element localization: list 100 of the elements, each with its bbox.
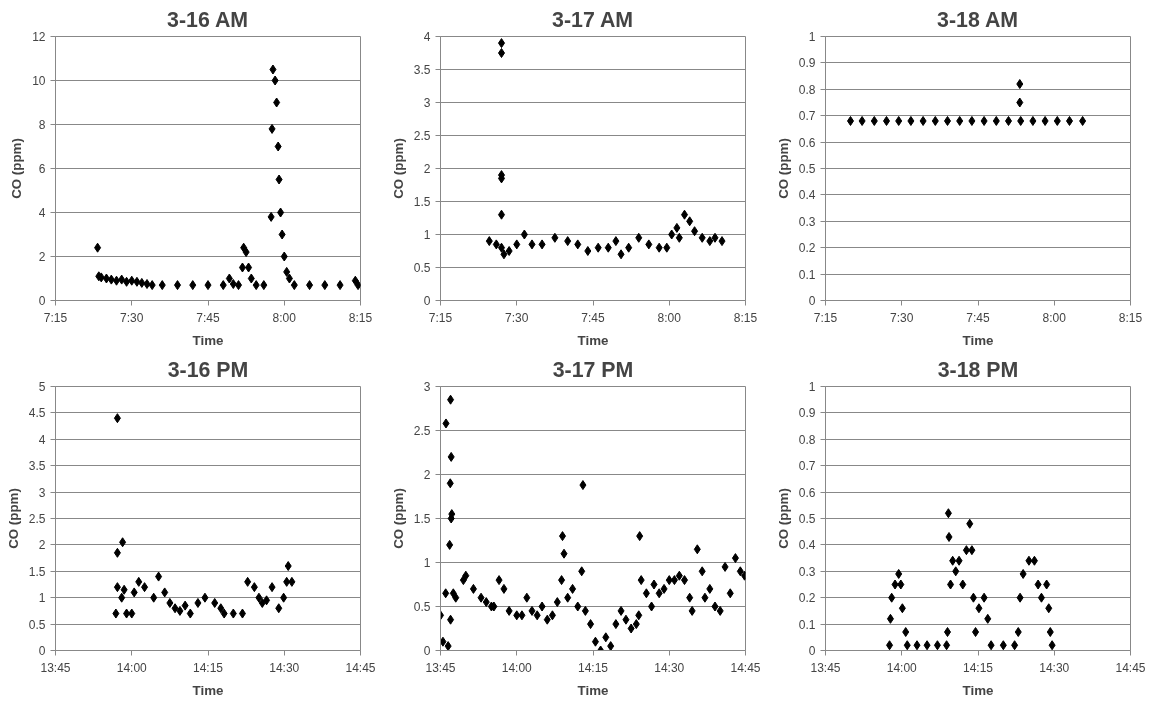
y-tick-label: 2.5 bbox=[28, 512, 46, 526]
y-tick-label: 0.4 bbox=[798, 188, 816, 203]
x-tick-label: 14:15 bbox=[192, 660, 224, 675]
y-axis-title: CO (ppm) bbox=[5, 488, 21, 549]
y-tick-label: 0 bbox=[423, 644, 431, 658]
y-tick-label: 1 bbox=[808, 30, 816, 44]
y-axis-title: CO (ppm) bbox=[9, 138, 25, 199]
y-tick-label: 4 bbox=[38, 206, 46, 220]
y-tick-label: 6 bbox=[38, 162, 46, 176]
y-tick-label: 0.3 bbox=[798, 564, 816, 579]
y-tick-label: 0.2 bbox=[798, 591, 816, 606]
y-tick-label: 3 bbox=[423, 380, 431, 394]
x-tick-label: 7:30 bbox=[505, 310, 529, 325]
x-tick-label: 7:30 bbox=[120, 310, 144, 325]
x-tick-label: 8:15 bbox=[733, 310, 758, 325]
x-axis-title: Time bbox=[192, 332, 224, 348]
y-tick-label: 1.5 bbox=[413, 512, 431, 526]
y-tick-label: 4 bbox=[423, 30, 431, 44]
y-tick-label: 0.6 bbox=[798, 485, 816, 500]
y-tick-label: 1 bbox=[423, 228, 431, 242]
x-tick-label: 14:15 bbox=[962, 660, 994, 675]
y-tick-label: 0.6 bbox=[798, 135, 816, 150]
y-axis-title: CO (ppm) bbox=[390, 488, 406, 549]
x-tick-label: 13:45 bbox=[40, 660, 71, 675]
y-tick-label: 0 bbox=[808, 644, 816, 658]
y-tick-label: 0.1 bbox=[798, 267, 816, 282]
x-tick-label: 14:45 bbox=[345, 660, 376, 675]
y-tick-label: 12 bbox=[32, 30, 46, 44]
y-tick-label: 2.5 bbox=[413, 129, 431, 143]
y-tick-label: 2 bbox=[423, 162, 431, 176]
y-tick-label: 0.5 bbox=[413, 600, 431, 614]
chart-title: 3-17 AM bbox=[552, 7, 634, 32]
y-tick-label: 0.9 bbox=[798, 406, 816, 421]
chart-title: 3-16 AM bbox=[167, 7, 249, 32]
y-tick-label: 0.5 bbox=[413, 261, 431, 275]
x-tick-label: 7:15 bbox=[813, 310, 838, 325]
x-tick-label: 7:15 bbox=[428, 310, 453, 325]
y-tick-label: 0.5 bbox=[798, 512, 816, 526]
y-axis-title: CO (ppm) bbox=[775, 488, 791, 549]
x-axis-title: Time bbox=[577, 682, 609, 698]
x-tick-label: 8:15 bbox=[1118, 310, 1143, 325]
y-tick-label: 0.7 bbox=[798, 109, 816, 124]
x-tick-label: 14:30 bbox=[654, 660, 685, 675]
x-tick-label: 14:30 bbox=[1039, 660, 1070, 675]
chart-title: 3-17 PM bbox=[552, 357, 634, 382]
x-axis-title: Time bbox=[962, 332, 994, 348]
y-tick-label: 1.5 bbox=[413, 195, 431, 209]
y-tick-label: 2 bbox=[38, 538, 46, 553]
y-tick-label: 0 bbox=[808, 294, 816, 308]
y-tick-label: 0 bbox=[38, 644, 46, 658]
y-tick-label: 4 bbox=[38, 432, 46, 447]
x-tick-label: 7:45 bbox=[581, 310, 605, 325]
y-axis-title: CO (ppm) bbox=[775, 138, 791, 199]
y-tick-label: 10 bbox=[32, 74, 46, 88]
y-tick-label: 0.8 bbox=[798, 432, 816, 447]
x-tick-label: 8:00 bbox=[1042, 310, 1067, 325]
y-tick-label: 2 bbox=[38, 250, 46, 264]
x-tick-label: 14:00 bbox=[886, 660, 918, 675]
x-tick-label: 14:00 bbox=[116, 660, 148, 675]
x-tick-label: 7:45 bbox=[196, 310, 220, 325]
y-tick-label: 1 bbox=[423, 556, 431, 570]
y-tick-label: 0.9 bbox=[798, 56, 816, 71]
chart-title: 3-18 AM bbox=[937, 7, 1019, 32]
x-tick-label: 14:30 bbox=[269, 660, 300, 675]
y-tick-label: 0.8 bbox=[798, 82, 816, 97]
x-tick-label: 8:00 bbox=[657, 310, 682, 325]
x-tick-label: 14:00 bbox=[501, 660, 533, 675]
y-tick-label: 1 bbox=[808, 380, 816, 394]
y-tick-label: 0 bbox=[38, 294, 46, 308]
y-tick-label: 3.5 bbox=[28, 459, 46, 474]
y-tick-label: 1.5 bbox=[28, 564, 46, 579]
y-tick-label: 3.5 bbox=[413, 63, 431, 77]
x-tick-label: 7:30 bbox=[890, 310, 914, 325]
y-tick-label: 4.5 bbox=[28, 406, 46, 421]
y-tick-label: 2 bbox=[423, 468, 431, 482]
y-tick-label: 3 bbox=[38, 485, 46, 500]
x-tick-label: 7:45 bbox=[966, 310, 990, 325]
x-axis-title: Time bbox=[962, 682, 994, 698]
y-tick-label: 0.5 bbox=[798, 162, 816, 176]
x-tick-label: 14:45 bbox=[730, 660, 761, 675]
x-tick-label: 14:15 bbox=[577, 660, 609, 675]
y-tick-label: 5 bbox=[38, 380, 46, 394]
chart-title: 3-16 PM bbox=[167, 357, 249, 382]
y-axis-title: CO (ppm) bbox=[390, 138, 406, 199]
x-axis-title: Time bbox=[577, 332, 609, 348]
y-tick-label: 1 bbox=[38, 591, 46, 606]
y-tick-label: 0.3 bbox=[798, 214, 816, 229]
x-tick-label: 13:45 bbox=[425, 660, 456, 675]
x-tick-label: 14:45 bbox=[1115, 660, 1146, 675]
x-axis-title: Time bbox=[192, 682, 224, 698]
x-tick-label: 8:15 bbox=[348, 310, 373, 325]
x-tick-label: 13:45 bbox=[810, 660, 841, 675]
x-tick-label: 8:00 bbox=[272, 310, 297, 325]
y-tick-label: 0.1 bbox=[798, 617, 816, 632]
y-tick-label: 8 bbox=[38, 118, 46, 132]
y-tick-label: 0.7 bbox=[798, 459, 816, 474]
x-tick-label: 7:15 bbox=[43, 310, 68, 325]
y-tick-label: 0.4 bbox=[798, 538, 816, 553]
y-tick-label: 0.5 bbox=[28, 617, 46, 632]
y-tick-label: 3 bbox=[423, 96, 431, 110]
